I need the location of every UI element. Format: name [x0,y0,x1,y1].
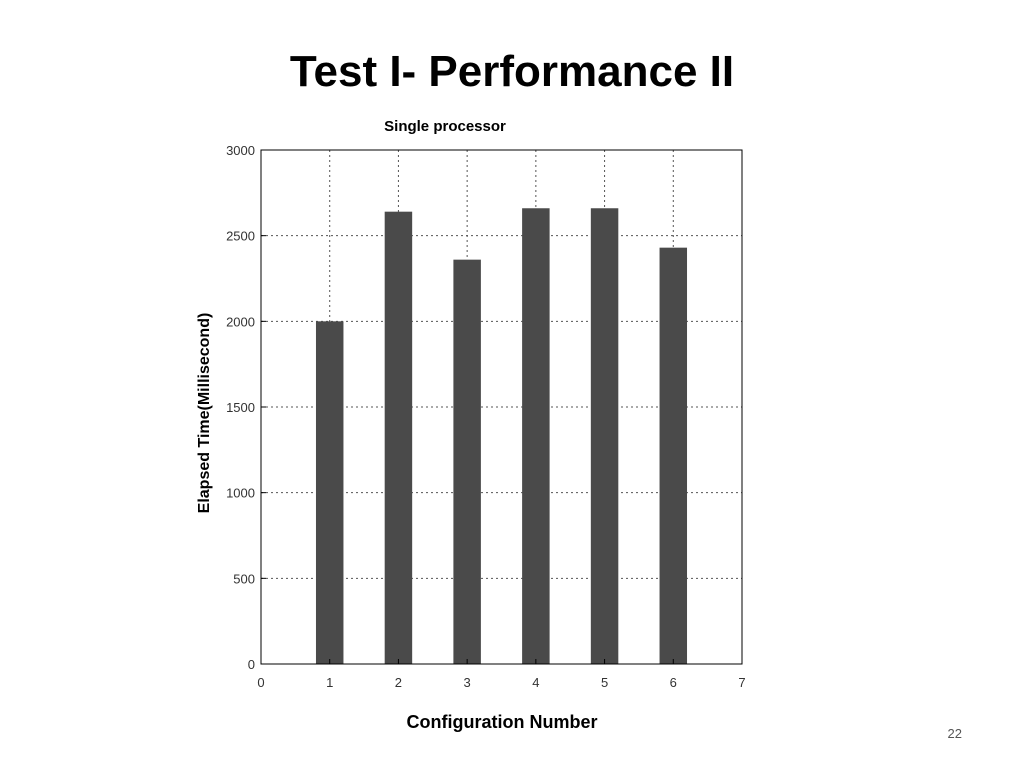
chart-title: Single processor [384,118,506,135]
bars [315,208,688,664]
x-axis-label: Configuration Number [407,712,598,732]
x-tick-label: 4 [532,675,539,690]
bar-config-5 [590,208,619,664]
y-tick-label: 1500 [226,400,255,415]
x-tick-label: 7 [738,675,745,690]
x-tick-label: 2 [395,675,402,690]
x-tick-label: 1 [326,675,333,690]
page-number: 22 [947,726,962,741]
x-tick-label: 0 [257,675,264,690]
y-tick-label: 0 [248,657,255,672]
y-tick-label: 2500 [226,229,255,244]
y-tick-label: 2000 [226,314,255,329]
x-tick-label: 3 [464,675,471,690]
y-tick-label: 3000 [226,143,255,158]
x-tick-label: 6 [670,675,677,690]
axis-ticks: 0 1 2 3 4 5 6 7 0 500 1000 1500 2000 2500 3000 [226,143,746,690]
bar-config-1 [315,321,344,664]
bar-config-2 [384,211,413,664]
bar-config-3 [453,259,481,664]
y-tick-label: 1000 [226,486,255,501]
bar-config-6 [659,247,688,664]
y-tick-label: 500 [233,571,255,586]
slide-title: Test I- Performance II [289,47,735,96]
y-axis-label: Elapsed Time(Millisecond) [196,313,213,514]
bar-config-4 [522,208,550,664]
x-tick-label: 5 [601,675,608,690]
